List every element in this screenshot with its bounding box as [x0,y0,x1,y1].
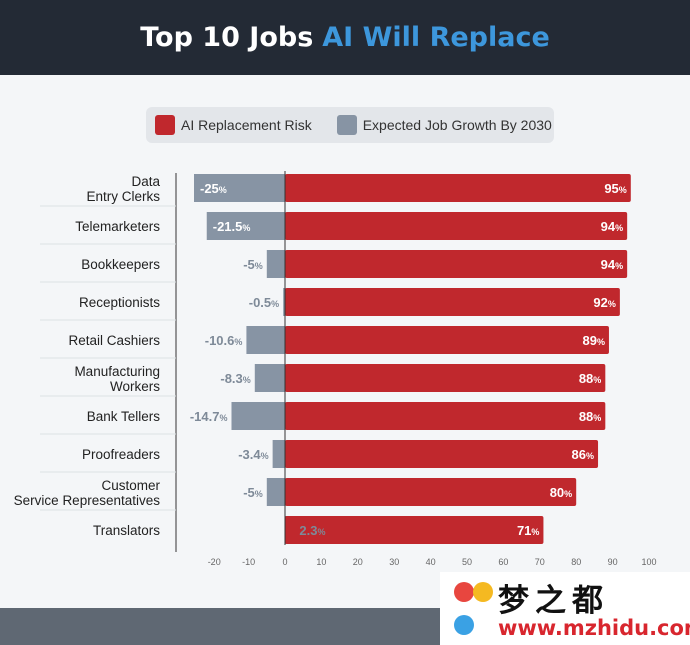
growth-value-label: 2.3% [299,523,325,538]
risk-bar [285,212,628,240]
x-tick-label: 10 [316,557,326,567]
x-tick-label: -20 [208,557,221,567]
risk-bar [285,250,628,278]
category-label: Bookkeepers [81,257,160,272]
x-tick-label: 80 [571,557,581,567]
x-tick-label: 40 [426,557,436,567]
legend-swatch-growth [336,115,357,135]
category-label: Manufacturing Workers [74,364,160,394]
chart-header: Top 10 Jobs AI Will Replace [0,0,690,75]
watermark-url: www.mzhidu.com [498,616,690,640]
growth-value-label: -0.5% [249,295,279,310]
x-tick-label: 100 [641,557,656,567]
x-tick-label: 70 [535,557,545,567]
x-tick-label: -10 [242,557,255,567]
risk-bar [285,478,577,506]
growth-bar [194,174,285,202]
risk-value-label: 71% [517,523,539,538]
risk-value-label: 80% [550,485,572,500]
growth-value-label: -5% [243,485,263,500]
x-tick-label: 30 [389,557,399,567]
title-plain: Top 10 Jobs [140,22,314,53]
legend-label-risk: AI Replacement Risk [181,117,312,133]
x-tick-label: 20 [353,557,363,567]
growth-value-label: -25% [200,181,227,196]
watermark: 梦之都 www.mzhidu.com [440,572,690,645]
risk-value-label: 89% [582,333,604,348]
watermark-brand: 梦之都 [498,583,609,619]
risk-bar [285,174,631,202]
growth-bar [272,440,285,468]
category-label: Translators [93,523,160,538]
growth-bar [246,326,285,354]
category-label: Retail Cashiers [68,333,160,348]
growth-value-label: -21.5% [213,219,251,234]
risk-bar [285,326,609,354]
growth-bar [266,478,285,506]
watermark-face-icon [454,582,474,602]
title-accent: AI Will Replace [322,22,550,53]
category-label: Proofreaders [82,447,160,462]
risk-value-label: 92% [593,295,615,310]
risk-value-label: 86% [572,447,594,462]
risk-bar [285,364,606,392]
growth-bar [206,212,285,240]
growth-value-label: -8.3% [220,371,250,386]
watermark-face-icon [473,582,493,602]
legend: AI Replacement Risk Expected Job Growth … [146,107,554,143]
risk-value-label: 94% [601,257,623,272]
growth-bar [266,250,285,278]
risk-value-label: 88% [579,409,601,424]
risk-value-label: 95% [604,181,626,196]
legend-swatch-risk [155,115,175,135]
growth-bar [254,364,285,392]
growth-bar [283,288,286,316]
growth-value-label: -5% [243,257,263,272]
legend-label-growth: Expected Job Growth By 2030 [362,117,552,133]
risk-value-label: 94% [601,219,623,234]
growth-value-label: -10.6% [205,333,243,348]
risk-bar [285,288,620,316]
risk-value-label: 88% [579,371,601,386]
x-tick-label: 90 [608,557,618,567]
x-tick-label: 60 [498,557,508,567]
x-tick-label: 50 [462,557,472,567]
x-tick-label: 0 [282,557,287,567]
category-label: Data Entry Clerks [86,174,160,204]
category-label: Receptionists [79,295,160,310]
risk-bar [285,516,544,544]
risk-bar [285,402,606,430]
category-label: Bank Tellers [87,409,161,424]
watermark-face-icon [454,615,474,635]
risk-bar [285,440,599,468]
growth-value-label: -14.7% [190,409,228,424]
growth-bar [231,402,285,430]
category-label: Telemarketers [75,219,160,234]
category-label: Customer Service Representatives [14,478,161,508]
growth-value-label: -3.4% [238,447,268,462]
